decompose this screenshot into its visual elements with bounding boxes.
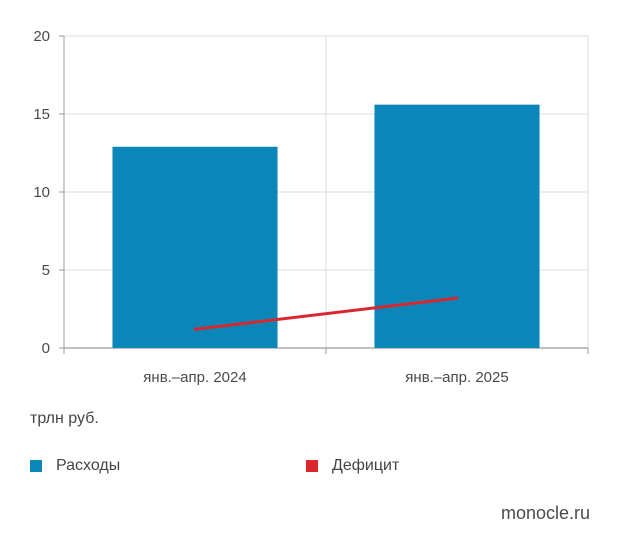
- line-series: [193, 296, 459, 331]
- legend-swatch-expenses: [30, 460, 42, 472]
- y-tick-label: 15: [33, 106, 50, 123]
- legend-item-expenses: Расходы: [30, 457, 120, 475]
- bar-2: [374, 104, 540, 348]
- deficit-line: [193, 296, 459, 331]
- x-tick-label: янв.–апр. 2025: [405, 369, 508, 386]
- y-tick-label: 5: [42, 262, 50, 279]
- legend-swatch-deficit: [306, 460, 318, 472]
- chart: 0 5 10 15 20 янв.–апр. 2024 янв.–апр. 2025: [33, 28, 589, 386]
- legend-label-deficit: Дефицит: [332, 457, 400, 474]
- legend-item-deficit: Дефицит: [306, 457, 399, 475]
- tick-labels: 0 5 10 15 20 янв.–апр. 2024 янв.–апр. 2025: [33, 28, 508, 386]
- bar-series: [112, 104, 540, 348]
- unit-label: трлн руб.: [30, 410, 99, 427]
- source-label: monocle.ru: [500, 503, 590, 523]
- y-tick-label: 20: [33, 28, 50, 45]
- bar-1: [112, 146, 278, 348]
- y-tick-label: 10: [33, 184, 50, 201]
- legend-label-expenses: Расходы: [56, 457, 121, 474]
- x-tick-label: янв.–апр. 2024: [143, 369, 246, 386]
- y-tick-label: 0: [42, 340, 50, 357]
